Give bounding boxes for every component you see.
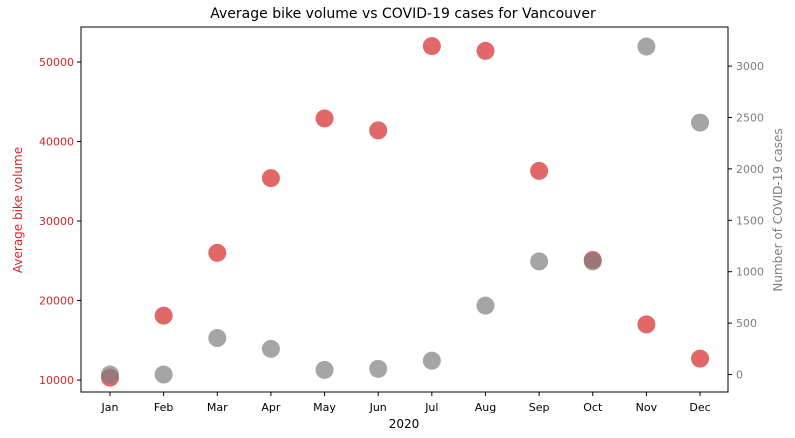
x-tick-label: Mar bbox=[207, 401, 228, 414]
covid-cases-point bbox=[315, 360, 334, 379]
y-right-tick-label: 0 bbox=[736, 369, 743, 382]
y-left-tick-label: 20000 bbox=[39, 295, 74, 308]
x-tick-label: Aug bbox=[475, 401, 496, 414]
bike-volume-point bbox=[315, 109, 334, 128]
covid-cases-point bbox=[691, 113, 710, 132]
y-axis-left: 10000 20000 30000 40000 50000 bbox=[39, 56, 81, 387]
y-axis-left-label: Average bike volume bbox=[11, 147, 25, 273]
bike-volume-point bbox=[369, 121, 388, 140]
bike-volume-point bbox=[261, 169, 280, 188]
bike-volume-point bbox=[422, 37, 441, 56]
covid-cases-point bbox=[261, 339, 280, 358]
x-tick-label: Jul bbox=[424, 401, 438, 414]
y-right-tick-label: 1000 bbox=[736, 266, 764, 279]
covid-cases-point bbox=[208, 329, 227, 348]
data-points bbox=[101, 37, 710, 387]
x-axis-label: 2020 bbox=[389, 417, 420, 431]
bike-volume-point bbox=[154, 306, 173, 325]
y-left-tick-label: 30000 bbox=[39, 215, 74, 228]
y-right-tick-label: 1500 bbox=[736, 214, 764, 227]
x-tick-label: Sep bbox=[529, 401, 550, 414]
bike-volume-point bbox=[637, 315, 656, 334]
x-tick-label: May bbox=[313, 401, 336, 414]
chart-title: Average bike volume vs COVID-19 cases fo… bbox=[210, 6, 596, 22]
y-right-tick-label: 2500 bbox=[736, 111, 764, 124]
y-right-tick-label: 2000 bbox=[736, 163, 764, 176]
covid-cases-point bbox=[530, 252, 549, 271]
bike-volume-point bbox=[691, 349, 710, 368]
covid-cases-point bbox=[637, 37, 656, 56]
x-tick-label: Oct bbox=[583, 401, 603, 414]
y-left-tick-label: 40000 bbox=[39, 136, 74, 149]
bike-volume-point bbox=[476, 41, 495, 60]
bike-volume-point bbox=[530, 161, 549, 180]
covid-cases-point bbox=[583, 252, 602, 271]
covid-cases-point bbox=[369, 359, 388, 378]
x-axis: Jan Feb Mar Apr May Jun Jul Aug Sep Oct Nov Dec bbox=[101, 392, 711, 414]
x-tick-label: Jun bbox=[369, 401, 387, 414]
y-right-tick-label: 3000 bbox=[736, 60, 764, 73]
plot-frame bbox=[80, 26, 729, 393]
covid-cases-point bbox=[422, 351, 441, 370]
x-tick-label: Nov bbox=[636, 401, 658, 414]
y-axis-right: 0 500 1000 1500 2000 2500 3000 bbox=[728, 60, 764, 382]
x-tick-label: Feb bbox=[154, 401, 173, 414]
x-tick-label: Apr bbox=[261, 401, 281, 414]
covid-cases-point bbox=[101, 365, 119, 384]
x-tick-label: Jan bbox=[101, 401, 119, 414]
y-axis-right-label: Number of COVID-19 cases bbox=[771, 128, 785, 291]
bike-volume-point bbox=[208, 243, 227, 262]
covid-cases-point bbox=[154, 365, 173, 384]
y-right-tick-label: 500 bbox=[736, 317, 757, 330]
x-tick-label: Dec bbox=[689, 401, 710, 414]
covid-cases-point bbox=[476, 296, 495, 315]
y-left-tick-label: 50000 bbox=[39, 56, 74, 69]
y-left-tick-label: 10000 bbox=[39, 374, 74, 387]
